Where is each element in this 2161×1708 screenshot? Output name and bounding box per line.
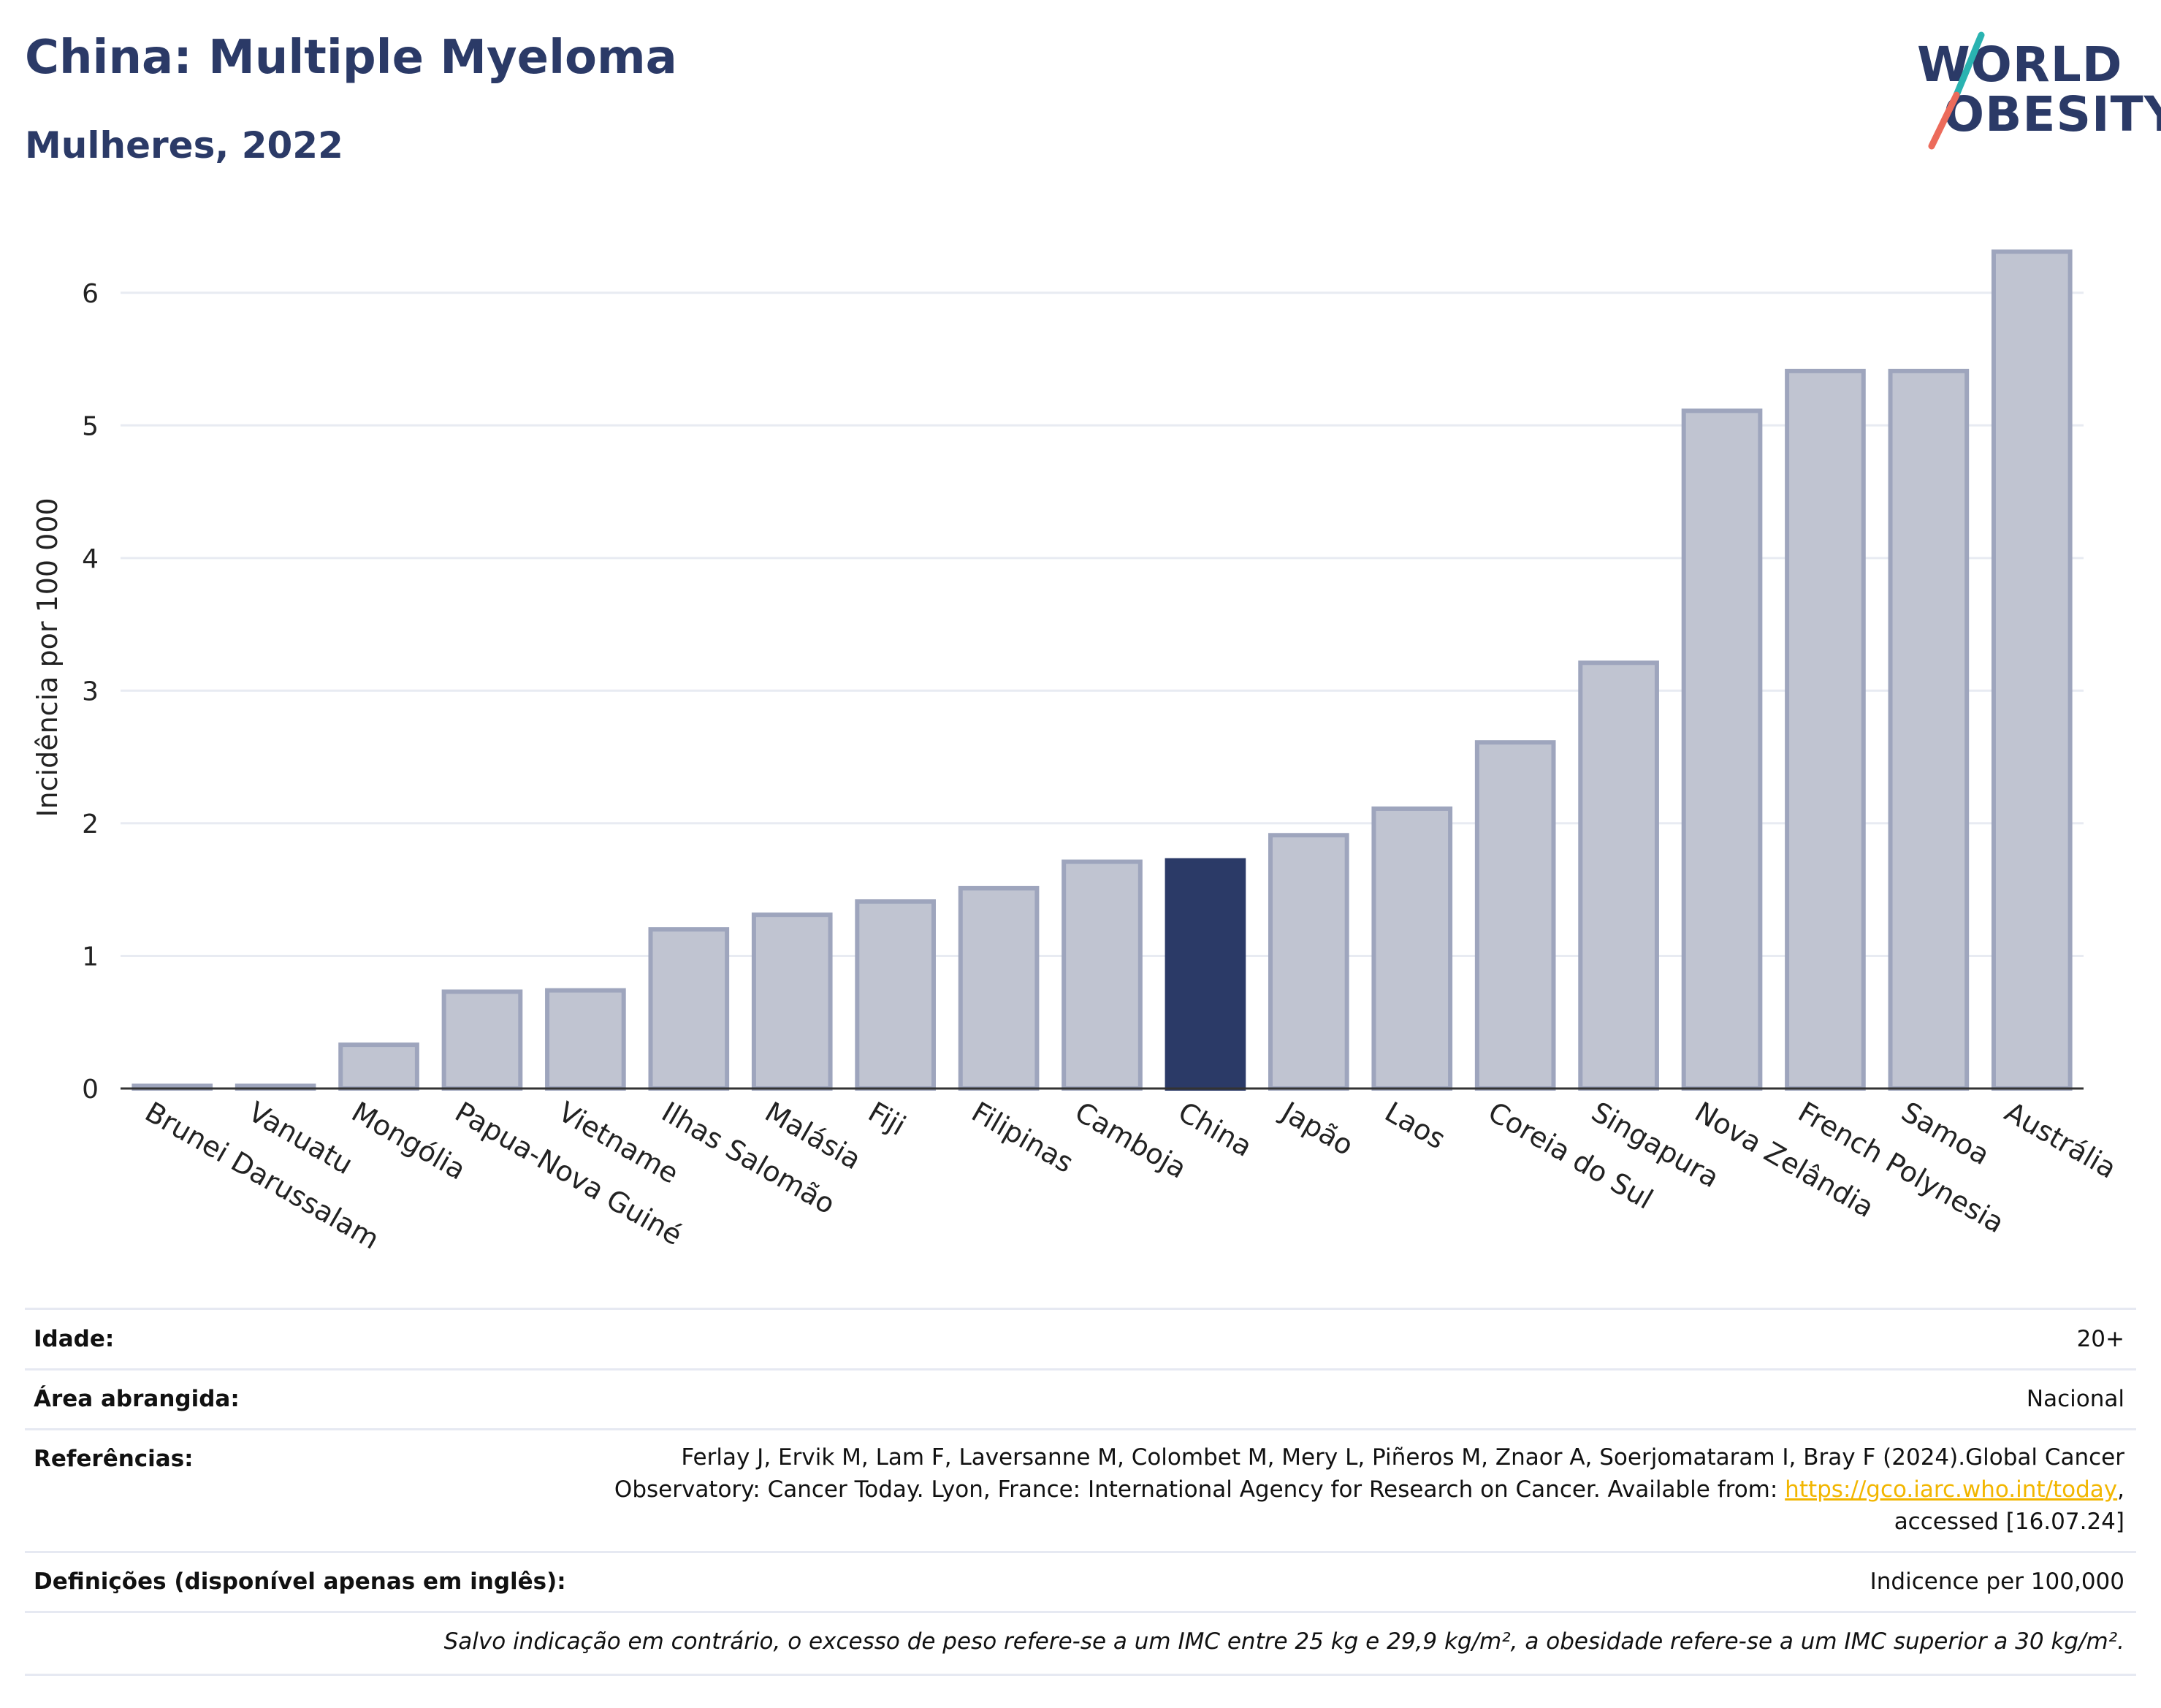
x-tick-label: Nova Zelândia (1690, 1096, 1880, 1224)
y-tick-label: 1 (82, 942, 99, 972)
bar (1371, 806, 1453, 1091)
y-axis-label: Incidência por 100 000 (31, 497, 64, 817)
x-tick-label: Austrália (2000, 1096, 2122, 1185)
references-line-2-text: Observatory: Cancer Today. Lyon, France:… (614, 1476, 1785, 1503)
logo-text-world: WORLD (1917, 37, 2123, 93)
references-line-3: accessed [16.07.24] (1894, 1509, 2124, 1535)
references-link[interactable]: https://gco.iarc.who.int/today (1785, 1476, 2118, 1503)
y-tick-label: 5 (82, 411, 99, 441)
bar (855, 899, 936, 1091)
references-line-1: Ferlay J, Ervik M, Lam F, Laversanne M, … (681, 1444, 2124, 1471)
bar (1474, 740, 1556, 1091)
area-label: Área abrangida: (34, 1386, 240, 1412)
bar (751, 912, 833, 1091)
page-subtitle: Mulheres, 2022 (25, 124, 343, 167)
x-tick-label: Mongólia (346, 1096, 471, 1186)
bar (1681, 408, 1763, 1091)
bmi-note: Salvo indicação em contrário, o excesso … (443, 1628, 2124, 1655)
x-tick-label: Japão (1275, 1095, 1359, 1162)
y-tick-label: 6 (82, 279, 99, 309)
y-tick-label: 3 (82, 676, 99, 706)
info-row-references: Referências: Ferlay J, Ervik M, Lam F, L… (25, 1430, 2136, 1553)
age-value: 20+ (2076, 1326, 2124, 1352)
bar-chart: 0 1 2 3 4 5 6 Brunei DarussalamVanuatuMongólia… (31, 249, 2122, 1256)
x-axis-ticks: Brunei DarussalamVanuatuMongóliaPapua-No… (140, 1095, 2122, 1256)
x-tick-label: Ilhas Salomão (656, 1096, 840, 1221)
x-tick-label: Laos (1379, 1096, 1451, 1156)
references-value: Ferlay J, Ervik M, Lam F, Laversanne M, … (614, 1441, 2124, 1538)
info-row-definitions: Definições (disponível apenas em inglês)… (25, 1552, 2136, 1613)
info-table: Idade: 20+ Área abrangida: Nacional Refe… (25, 1308, 2136, 1677)
y-tick-label: 2 (82, 809, 99, 839)
definitions-label: Definições (disponível apenas em inglês)… (34, 1568, 566, 1595)
x-tick-label: Fiji (863, 1096, 911, 1142)
x-tick-label: Filipinas (967, 1096, 1079, 1179)
bar (1785, 368, 1866, 1091)
bar (1888, 368, 1970, 1091)
world-obesity-logo: WORLD OBESITY (1899, 29, 2161, 153)
y-axis-ticks: 0 1 2 3 4 5 6 (82, 279, 99, 1105)
references-line-2-suffix: , (2117, 1476, 2124, 1503)
x-tick-label: Camboja (1070, 1096, 1192, 1185)
bars (132, 249, 2073, 1091)
y-tick-label: 0 (82, 1075, 99, 1105)
y-tick-label: 4 (82, 544, 99, 574)
bar (648, 927, 730, 1091)
info-row-age: Idade: 20+ (25, 1310, 2136, 1370)
bar (958, 885, 1040, 1091)
logo-text-obesity: OBESITY (1943, 86, 2161, 142)
bar (1991, 249, 2073, 1091)
bar-highlighted (1165, 858, 1246, 1091)
info-row-note: Salvo indicação em contrário, o excesso … (25, 1612, 2136, 1676)
area-value: Nacional (2026, 1386, 2124, 1412)
age-label: Idade: (34, 1326, 115, 1352)
bar (1578, 660, 1659, 1091)
info-row-area: Área abrangida: Nacional (25, 1370, 2136, 1430)
references-label: Referências: (34, 1446, 194, 1472)
bar (338, 1042, 419, 1091)
references-line-2: Observatory: Cancer Today. Lyon, France:… (614, 1473, 2124, 1506)
bar (545, 988, 626, 1091)
bar (441, 989, 523, 1091)
bar (1062, 859, 1143, 1091)
page-title: China: Multiple Myeloma (25, 31, 677, 85)
logo-slash-icon (1928, 31, 1985, 150)
bar (1268, 833, 1349, 1091)
definitions-value: Indicence per 100,000 (1870, 1568, 2124, 1595)
